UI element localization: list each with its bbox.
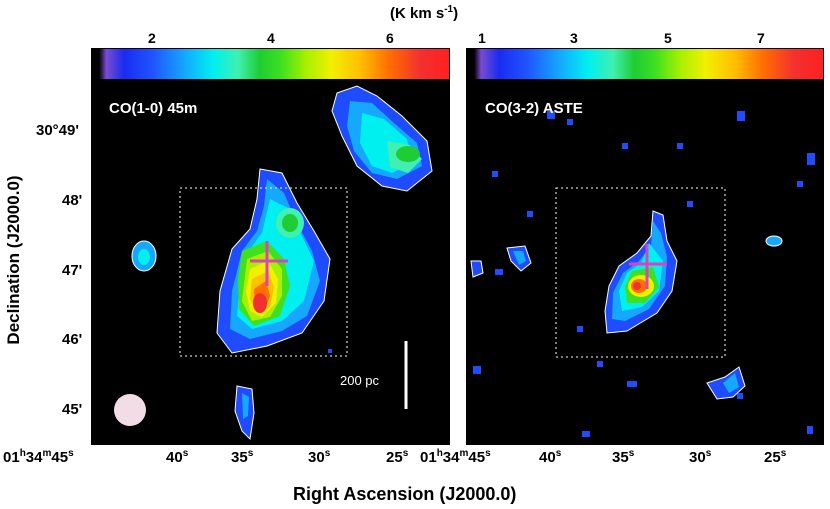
ra-tick-left: 35s (231, 448, 254, 466)
region-box-left (179, 187, 348, 357)
map-panel-co10: CO(1-0) 45m 200 pc (91, 80, 450, 445)
ra-tick-left: 25s (386, 448, 409, 466)
dec-tick: 45' (62, 401, 83, 418)
colorbar-left-tick: 2 (148, 30, 156, 46)
panel-title-left: CO(1-0) 45m (109, 100, 198, 117)
ra-tick-right: 35s (612, 448, 635, 466)
beam-circle (114, 394, 146, 426)
colorbar-left-tick: 6 (386, 30, 394, 46)
colorbar-right-tick: 5 (664, 30, 672, 46)
colorbar-unit-label: (K km s-1) (390, 4, 459, 22)
co10-intensity-map (114, 85, 433, 441)
dec-tick: 46' (62, 331, 83, 348)
co32-intensity-map (470, 111, 815, 437)
ra-tick-left: 01h34m45s (3, 448, 74, 466)
y-axis-label: Declination (J2000.0) (4, 175, 23, 345)
ra-tick-right: 30s (689, 448, 712, 466)
dec-tick: 30°49' (36, 122, 79, 139)
colorbar-right-tick: 3 (570, 30, 578, 46)
ra-tick-right: 01h34m45s (420, 448, 491, 466)
map-panel-co32: CO(3-2) ASTE (466, 80, 824, 445)
region-box-right (555, 187, 726, 358)
ra-tick-left: 40s (166, 448, 189, 466)
colorbar-right-tick: 7 (757, 30, 765, 46)
dec-tick: 48' (62, 192, 83, 209)
ra-tick-right: 40s (539, 448, 562, 466)
ra-tick-right: 25s (764, 448, 787, 466)
colorbar-right-tick: 1 (478, 30, 486, 46)
panel-title-right: CO(3-2) ASTE (485, 100, 583, 117)
ra-tick-left: 30s (308, 448, 331, 466)
dec-tick: 47' (62, 262, 83, 279)
colorbar-right (466, 48, 824, 80)
scale-bar-label: 200 pc (340, 373, 380, 388)
colorbar-left (91, 48, 450, 80)
colorbar-left-tick: 4 (267, 30, 275, 46)
x-axis-label: Right Ascension (J2000.0) (293, 484, 517, 504)
